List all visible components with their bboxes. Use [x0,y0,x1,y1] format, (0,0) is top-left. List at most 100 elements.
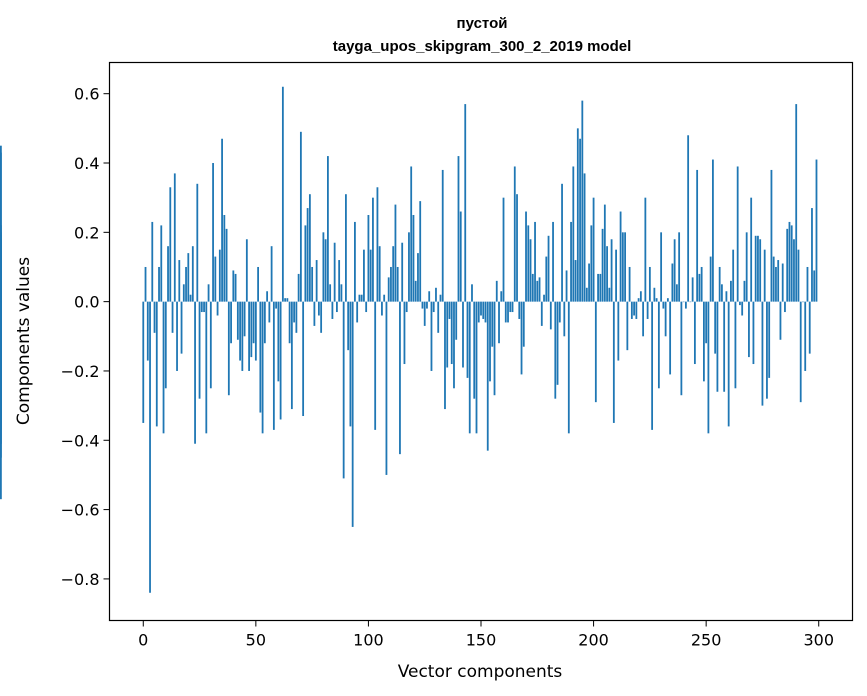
bar [245,239,248,302]
bar [320,301,323,333]
bar [714,301,717,354]
bar [759,239,762,302]
bar [775,266,777,302]
bar [227,301,230,396]
bar [281,86,284,302]
bar [554,301,557,399]
bar [358,294,361,302]
bar [232,270,235,302]
bar [700,266,703,302]
bar [340,284,343,302]
bar [394,204,397,302]
bar [570,221,572,302]
bar [741,301,744,316]
bar [185,266,187,302]
bar [234,273,237,302]
bar [707,301,710,434]
bar [466,301,469,378]
bar [581,100,584,302]
bar [167,246,169,302]
bar [342,301,345,479]
bar [786,228,789,302]
bar [671,263,674,302]
bar [162,301,165,434]
bar [392,246,395,302]
bar [153,301,156,333]
bar [230,301,232,344]
bar [653,287,656,302]
bar [633,301,635,316]
bar [797,249,800,302]
bar [583,173,586,302]
bar [408,232,410,302]
bar [644,197,647,302]
bar [457,156,460,302]
bar [599,273,602,302]
bar [453,301,455,389]
bar [142,301,145,423]
bar [590,225,593,302]
chart-subtitle: tayga_upos_skipgram_300_2_2019 model [333,38,632,55]
bar [637,298,640,302]
bar [673,239,676,302]
bar [464,104,467,302]
bar [347,301,350,351]
bar [630,301,633,319]
bar [655,298,658,302]
bar [241,301,244,371]
bar [748,301,750,358]
bar [531,273,534,302]
bar [520,301,523,375]
bar [189,294,192,302]
bar [435,287,437,302]
bar [779,301,782,340]
bar [709,256,712,302]
bar [450,301,453,365]
bar [689,301,692,303]
y-tick-label: 0.2 [74,223,99,242]
bar [399,301,401,455]
bar [248,301,250,371]
bar [716,301,719,392]
chart-title: пустой [457,15,508,32]
bar [0,239,2,302]
bar [223,215,226,302]
bar [734,301,737,389]
bar [272,301,275,430]
bar [635,301,638,319]
bar [203,301,205,313]
bar [236,301,239,340]
y-tick-label: −0.6 [61,501,100,520]
bar [257,266,259,302]
bar [795,104,798,302]
bar [678,232,681,302]
bar [718,266,721,302]
bar [495,280,498,302]
bar [432,301,435,313]
bar [426,301,428,309]
bar [263,301,266,344]
bar [446,301,449,368]
bar [572,166,575,302]
bar [766,301,768,399]
bar [606,246,608,302]
y-tick-label: −0.4 [61,431,100,450]
bar [626,301,629,351]
bar [684,301,687,309]
bar [169,187,172,302]
bar [191,246,194,302]
bar [594,301,597,403]
bar [527,225,530,302]
bar [405,301,408,313]
bar [750,197,753,302]
bar [777,260,780,302]
bar [486,301,489,451]
bar [182,284,185,302]
bar [205,301,208,434]
bar [448,301,451,319]
x-axis-ticks: 0 50 100 150 200 250 300 [138,620,834,650]
bar [462,301,464,368]
bar [349,301,352,427]
bar [781,263,784,302]
